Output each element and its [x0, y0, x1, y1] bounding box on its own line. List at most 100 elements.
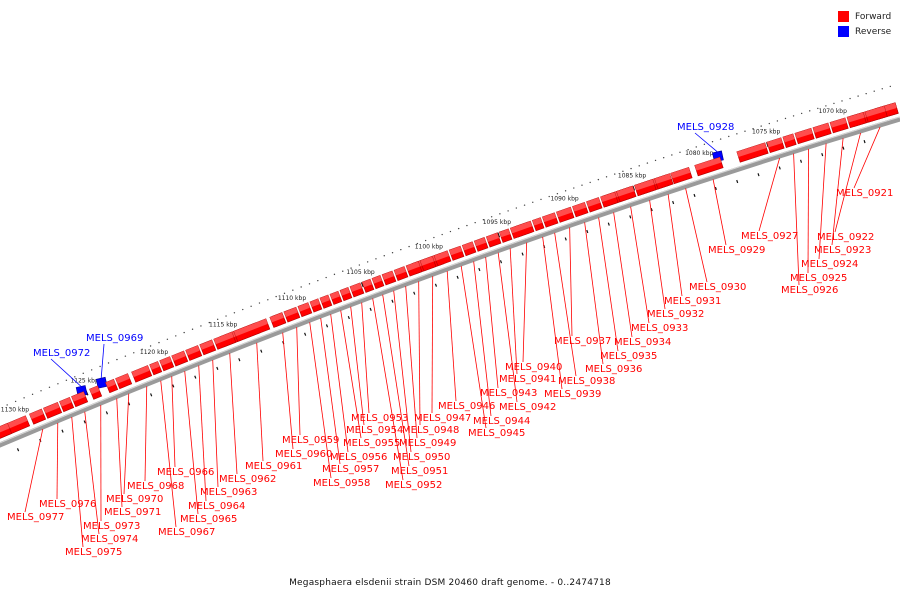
- scale-tick-label: 1125 kbp: [70, 377, 98, 384]
- gene-mels_0955: [329, 290, 343, 305]
- backbone-tick: [842, 146, 845, 150]
- gene-mels_0950: [381, 270, 397, 286]
- leader-line: [212, 359, 219, 488]
- ruler-dot: [515, 207, 518, 209]
- gene-label: MELS_0974: [81, 534, 138, 545]
- leader-line: [569, 227, 573, 337]
- gene-label: MELS_0973: [83, 521, 140, 532]
- gene-mels_0942: [485, 232, 502, 248]
- ruler-dot: [57, 383, 59, 385]
- ruler-dot: [457, 227, 460, 230]
- leader-line: [123, 393, 130, 495]
- leader-line: [807, 148, 809, 274]
- gene-mels_0941: [498, 228, 513, 243]
- ruler-dot: [175, 335, 177, 337]
- gene-label: MELS_0955: [343, 438, 400, 449]
- ruler-dot: [776, 120, 779, 122]
- gene-label: MELS_0968: [127, 481, 184, 492]
- gene-mels_0938: [542, 212, 559, 228]
- leader-line: [24, 428, 44, 513]
- ruler-dot: [424, 239, 427, 242]
- ruler-dot: [719, 138, 722, 140]
- ruler-dot: [325, 276, 327, 279]
- gene-label: MELS_0952: [385, 480, 442, 491]
- backbone-tick: [456, 275, 459, 279]
- gene-label: MELS_0932: [647, 309, 704, 320]
- ruler-dot: [208, 321, 211, 324]
- leader-line: [554, 232, 577, 377]
- ruler-dot: [873, 90, 875, 92]
- gene-block: [736, 142, 769, 163]
- backbone-tick: [714, 186, 717, 191]
- leader-line: [100, 343, 105, 379]
- backbone-tick: [172, 384, 175, 388]
- gene-mels_0932: [634, 178, 657, 197]
- backbone-tick: [260, 349, 263, 353]
- leader-line: [198, 365, 207, 502]
- gene-label: MELS_0923: [814, 245, 871, 256]
- leader-line: [418, 281, 421, 426]
- leader-line: [509, 248, 518, 375]
- ruler-dot: [358, 264, 361, 266]
- leader-line: [598, 217, 619, 352]
- backbone-tick: [693, 193, 696, 198]
- ruler-dot: [6, 404, 8, 406]
- backbone-tick: [194, 375, 197, 379]
- gene-label: MELS_0948: [402, 425, 459, 436]
- ruler-dot: [116, 358, 118, 361]
- ruler-dot: [573, 187, 575, 189]
- gene-mels_0930: [670, 166, 693, 185]
- ruler-dot: [225, 315, 227, 317]
- leader-line: [793, 153, 800, 286]
- gene-label: MELS_0922: [817, 232, 874, 243]
- leader-line: [116, 398, 123, 508]
- gene-label: MELS_0936: [585, 364, 642, 375]
- legend-forward: Forward: [838, 9, 891, 24]
- gene-mels_0925: [794, 127, 815, 145]
- gene-label: MELS_0964: [188, 501, 245, 512]
- gene-label: MELS_0972: [33, 348, 90, 359]
- ruler-dot: [589, 181, 591, 184]
- ruler-dot: [817, 107, 819, 110]
- gene-label: MELS_0951: [391, 466, 448, 477]
- leader-line: [184, 371, 199, 515]
- gene-mels_0943: [473, 237, 489, 252]
- leader-line: [84, 411, 100, 535]
- leader-line: [685, 188, 708, 283]
- gene-mels_0960: [269, 312, 287, 328]
- ruler-dot: [605, 176, 608, 178]
- ruler-dot: [200, 325, 202, 327]
- ruler-dot: [532, 201, 534, 203]
- ruler-dot: [31, 393, 34, 396]
- ruler-dot: [881, 88, 883, 90]
- backbone-tick: [16, 448, 20, 452]
- ruler-dot: [90, 369, 93, 371]
- ruler-dot: [556, 192, 559, 195]
- gene-label: MELS_0937: [554, 336, 611, 347]
- gene-mels_0923: [829, 117, 849, 134]
- gene-mels_0977: [29, 408, 47, 425]
- gene-label: MELS_0957: [322, 464, 379, 475]
- ruler-dot: [416, 242, 419, 245]
- scale-tick-label: 1090 kbp: [550, 195, 578, 202]
- scale-tick-label: 1110 kbp: [278, 295, 306, 302]
- ruler-dot: [474, 221, 476, 224]
- gene-label: MELS_0971: [104, 507, 161, 518]
- leader-line: [831, 138, 844, 246]
- ruler-dot: [703, 143, 706, 146]
- backbone-tick: [607, 222, 610, 226]
- ruler-dot: [865, 92, 867, 95]
- gene-mels_0953: [349, 282, 365, 298]
- backbone-tick: [499, 260, 503, 264]
- backbone-tick: [757, 173, 760, 177]
- gene-mels_0974: [71, 391, 89, 408]
- gene-label: MELS_0941: [499, 374, 556, 385]
- gene-mels_0944: [461, 241, 477, 257]
- backbone-tick: [821, 153, 824, 157]
- gene-label: MELS_0942: [499, 402, 556, 413]
- gene-mels_0968: [131, 365, 153, 383]
- backbone-tick: [629, 215, 632, 219]
- gene-mels_0934: [600, 191, 619, 208]
- ruler-dot: [124, 355, 127, 357]
- gene-mels_0976: [43, 401, 63, 419]
